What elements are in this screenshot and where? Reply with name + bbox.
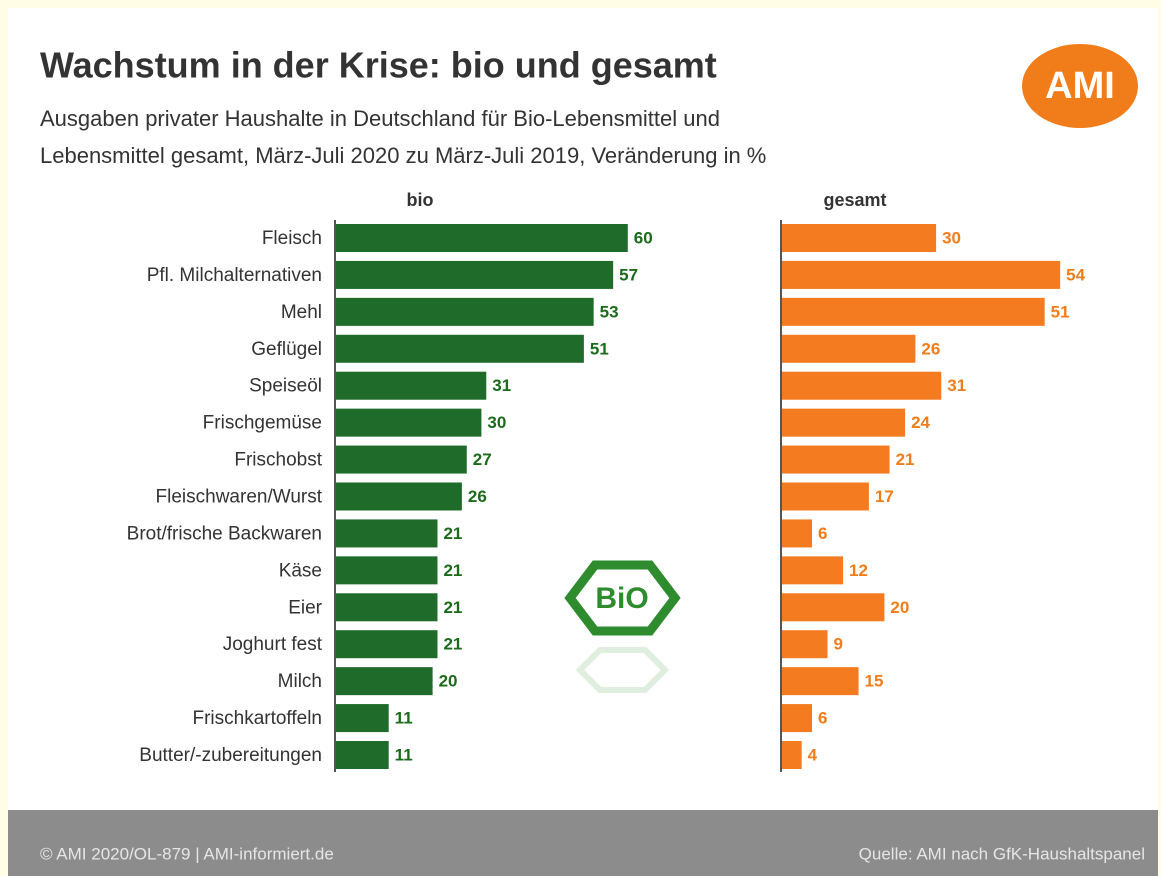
value-label: 24: [911, 413, 930, 432]
bar: [335, 630, 438, 659]
footer-left: © AMI 2020/OL-879 | AMI-informiert.de: [40, 844, 334, 863]
bar: [335, 297, 594, 326]
category-label: Frischobst: [234, 450, 322, 471]
value-label: 21: [443, 635, 462, 654]
value-label: 30: [487, 413, 506, 432]
bar: [335, 482, 462, 511]
bar: [781, 445, 890, 474]
category-label: Eier: [288, 597, 322, 618]
value-label: 54: [1066, 265, 1085, 284]
bar: [781, 371, 942, 400]
footer-right: Quelle: AMI nach GfK-Haushaltspanel: [859, 844, 1145, 863]
value-label: 15: [865, 672, 884, 691]
category-label: Speiseöl: [249, 376, 322, 397]
bar: [781, 556, 844, 585]
value-label: 51: [590, 339, 609, 358]
bar: [781, 667, 859, 696]
bar: [781, 297, 1045, 326]
value-label: 20: [439, 672, 458, 691]
value-label: 57: [619, 265, 638, 284]
bar: [781, 334, 916, 363]
value-label: 30: [942, 228, 961, 247]
bar: [335, 593, 438, 622]
subtitle: Ausgaben privater Haushalte in Deutschla…: [40, 106, 720, 131]
value-label: 6: [818, 709, 827, 728]
bio-badge-reflection: [575, 647, 670, 693]
series-header: gesamt: [823, 190, 886, 210]
footer-band: [8, 810, 1158, 876]
bar: [335, 556, 438, 585]
category-label: Frischkartoffeln: [192, 708, 322, 729]
category-label: Geflügel: [251, 339, 322, 360]
value-label: 17: [875, 487, 894, 506]
value-label: 4: [808, 745, 818, 764]
bar: [781, 408, 906, 437]
bio-badge-shape: [564, 560, 681, 636]
bar: [781, 519, 813, 548]
value-label: 21: [443, 524, 462, 543]
logo-shape: [1022, 44, 1138, 128]
value-label: 11: [395, 709, 413, 728]
bar: [335, 667, 433, 696]
value-label: 20: [890, 598, 909, 617]
bio-badge: BiO: [595, 582, 648, 615]
value-label: 60: [634, 228, 653, 247]
bar: [781, 741, 802, 769]
bar: [335, 445, 467, 474]
bar: [335, 371, 487, 400]
bar: [335, 224, 628, 252]
value-label: 26: [468, 487, 487, 506]
bar: [335, 334, 584, 363]
category-label: Pfl. Milchalternativen: [147, 265, 322, 286]
bar: [781, 593, 885, 622]
bar: [335, 741, 389, 769]
value-label: 21: [443, 561, 462, 580]
category-label: Butter/-zubereitungen: [139, 745, 322, 766]
category-label: Frischgemüse: [203, 413, 322, 434]
bar: [335, 519, 438, 548]
bar: [781, 482, 869, 511]
subtitle: Lebensmittel gesamt, März-Juli 2020 zu M…: [40, 143, 766, 168]
value-label: 26: [921, 339, 940, 358]
category-label: Milch: [278, 671, 322, 692]
bar: [335, 704, 389, 733]
value-label: 53: [600, 302, 619, 321]
bar: [781, 260, 1061, 289]
chart-title: Wachstum in der Krise: bio und gesamt: [40, 45, 717, 86]
value-label: 9: [834, 635, 843, 654]
value-label: 11: [395, 745, 413, 764]
bar: [781, 224, 937, 252]
category-label: Käse: [279, 560, 322, 581]
category-label: Fleischwaren/Wurst: [156, 487, 323, 508]
category-label: Joghurt fest: [223, 634, 323, 655]
value-label: 31: [947, 376, 966, 395]
value-label: 21: [896, 450, 915, 469]
panel: [8, 8, 1158, 810]
category-label: Fleisch: [262, 228, 322, 249]
series-header: bio: [407, 190, 434, 210]
bar: [335, 408, 482, 437]
value-label: 12: [849, 561, 868, 580]
value-label: 6: [818, 524, 827, 543]
category-label: Brot/frische Backwaren: [127, 523, 322, 544]
bar: [335, 260, 614, 289]
value-label: 27: [473, 450, 492, 469]
value-label: 21: [443, 598, 462, 617]
value-label: 31: [492, 376, 511, 395]
logo: AMI: [1045, 65, 1115, 107]
value-label: 51: [1051, 302, 1070, 321]
bar: [781, 704, 813, 733]
bar: [781, 630, 828, 659]
category-label: Mehl: [281, 302, 322, 323]
